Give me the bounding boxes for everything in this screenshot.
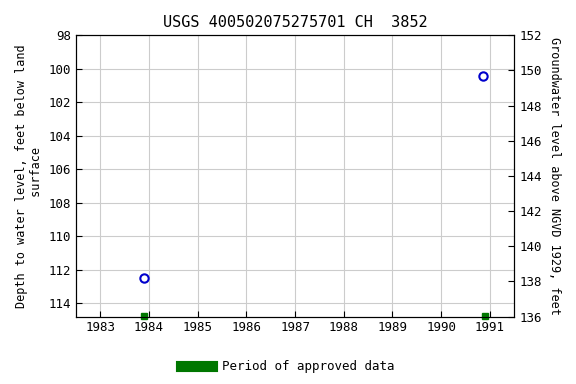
Legend: Period of approved data: Period of approved data	[176, 355, 400, 378]
Title: USGS 400502075275701 CH  3852: USGS 400502075275701 CH 3852	[163, 15, 427, 30]
Y-axis label: Groundwater level above NGVD 1929, feet: Groundwater level above NGVD 1929, feet	[548, 37, 561, 315]
Y-axis label: Depth to water level, feet below land
 surface: Depth to water level, feet below land su…	[15, 44, 43, 308]
